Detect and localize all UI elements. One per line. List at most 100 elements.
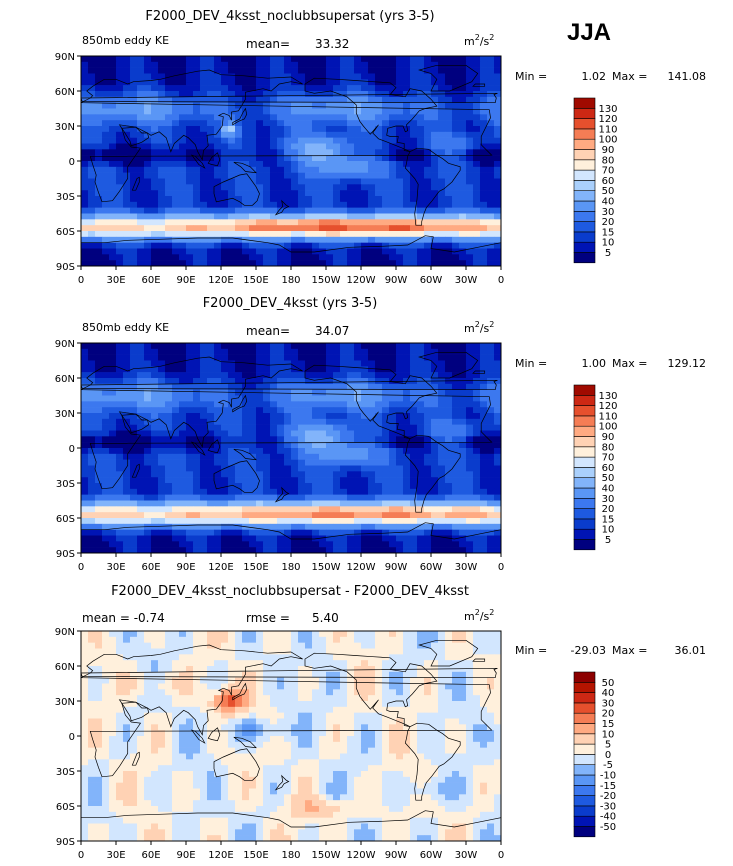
field-cell	[158, 424, 166, 431]
field-cell	[494, 636, 501, 643]
field-cell	[235, 161, 243, 168]
field-cell	[137, 201, 145, 208]
field-cell	[494, 488, 501, 495]
field-cell	[214, 236, 222, 243]
field-cell	[326, 512, 334, 519]
field-cell	[445, 161, 453, 168]
field-cell	[172, 126, 180, 133]
field-cell	[228, 131, 236, 138]
field-cell	[354, 660, 362, 667]
field-cell	[137, 79, 145, 86]
field-cell	[424, 348, 432, 355]
field-cell	[263, 430, 271, 437]
field-cell	[424, 56, 432, 63]
field-cell	[403, 114, 411, 121]
field-cell	[347, 236, 355, 243]
field-cell	[354, 172, 362, 179]
field-cell	[487, 96, 495, 103]
field-cell	[312, 91, 320, 98]
field-cell	[424, 190, 432, 197]
field-cell	[305, 424, 313, 431]
field-cell	[396, 85, 404, 92]
field-cell	[186, 547, 194, 553]
field-cell	[151, 184, 159, 191]
field-cell	[480, 529, 488, 536]
field-cell	[494, 512, 501, 519]
field-cell	[151, 453, 159, 460]
field-cell	[417, 236, 425, 243]
field-cell	[431, 166, 439, 173]
field-cell	[172, 523, 180, 530]
field-cell	[494, 535, 501, 542]
field-cell	[228, 541, 236, 548]
field-cell	[340, 448, 348, 455]
field-cell	[102, 225, 110, 232]
field-cell	[102, 660, 110, 667]
lat-tick-label: 60S	[56, 514, 75, 525]
field-cell	[242, 254, 250, 261]
field-cell	[144, 666, 152, 673]
field-cell	[298, 535, 306, 542]
field-cell	[207, 506, 215, 513]
field-cell	[179, 91, 187, 98]
field-cell	[221, 459, 229, 466]
field-cell	[319, 424, 327, 431]
field-cell	[466, 155, 474, 162]
field-cell	[431, 436, 439, 443]
field-cell	[389, 477, 397, 484]
field-cell	[340, 67, 348, 74]
coastline-north-america	[304, 364, 438, 440]
lon-tick-label: 180	[281, 275, 300, 286]
field-cell	[424, 459, 432, 466]
field-cell	[445, 172, 453, 179]
field-cell	[88, 378, 96, 385]
field-cell	[298, 471, 306, 478]
field-cell	[179, 225, 187, 232]
field-cell	[235, 108, 243, 115]
field-cell	[256, 372, 264, 379]
field-cell	[368, 114, 376, 121]
field-cell	[431, 372, 439, 379]
field-cell	[137, 366, 145, 373]
field-cell	[165, 108, 173, 115]
field-cell	[487, 366, 495, 373]
field-cell	[403, 547, 411, 553]
field-cell	[95, 348, 103, 355]
field-cell	[200, 114, 208, 121]
field-cell	[165, 73, 173, 80]
field-cell	[326, 442, 334, 449]
field-cell	[424, 660, 432, 667]
field-cell	[382, 506, 390, 513]
field-cell	[277, 137, 285, 144]
field-cell	[116, 430, 124, 437]
field-cell	[144, 190, 152, 197]
field-cell	[235, 196, 243, 203]
field-cell	[340, 459, 348, 466]
field-cell	[375, 360, 383, 367]
field-cell	[382, 547, 390, 553]
field-cell	[431, 207, 439, 214]
field-cell	[270, 242, 278, 249]
field-cell	[130, 418, 138, 425]
field-cell	[186, 395, 194, 402]
field-cell	[424, 631, 432, 638]
field-cell	[466, 636, 474, 643]
field-cell	[361, 518, 369, 525]
field-cell	[256, 172, 264, 179]
field-cell	[151, 360, 159, 367]
field-cell	[382, 430, 390, 437]
field-cell	[354, 407, 362, 414]
field-cell	[487, 143, 495, 150]
field-cell	[256, 500, 264, 507]
field-cell	[361, 91, 369, 98]
field-cell	[452, 512, 460, 519]
field-cell	[123, 166, 131, 173]
field-cell	[228, 529, 236, 536]
field-cell	[249, 506, 257, 513]
field-cell	[333, 471, 341, 478]
field-cell	[109, 248, 117, 255]
field-cell	[270, 654, 278, 661]
field-cell	[382, 671, 390, 678]
field-cell	[221, 184, 229, 191]
field-cell	[389, 166, 397, 173]
